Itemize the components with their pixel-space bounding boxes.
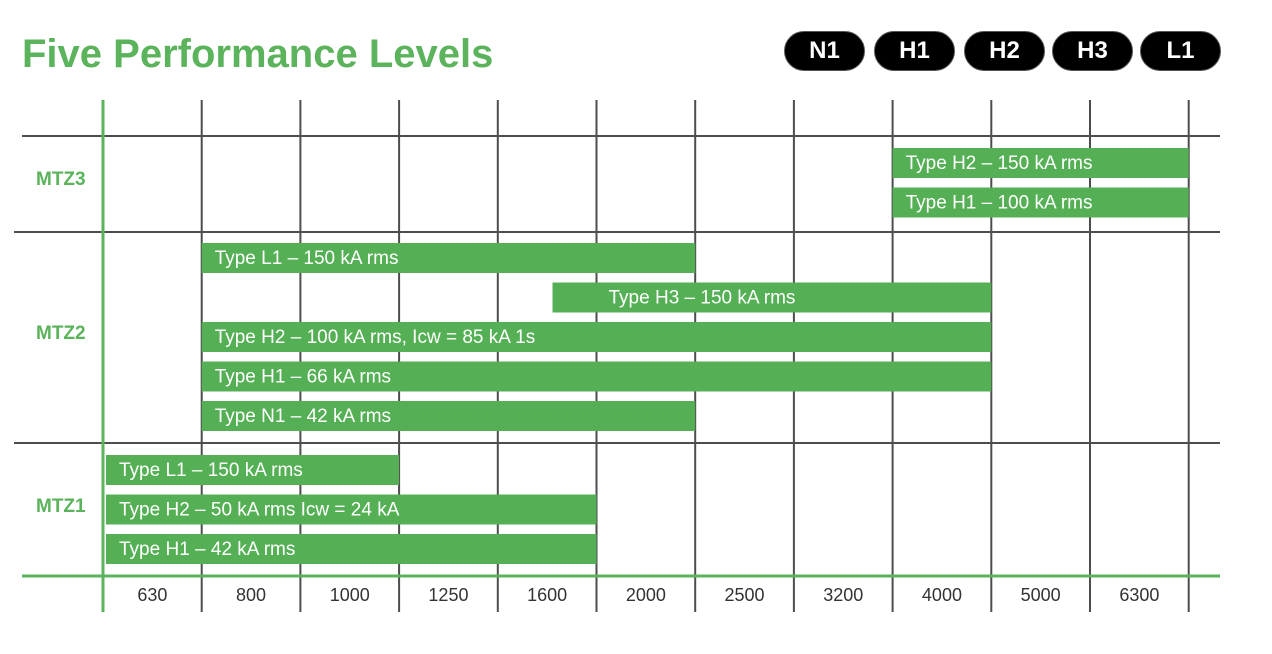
range-bar <box>552 282 992 313</box>
range-bar <box>201 401 696 431</box>
bar-label: Type H1 – 100 kA rms <box>906 193 1093 214</box>
row-label: MTZ2 <box>36 323 86 344</box>
bar-label: Type H2 – 100 kA rms, Icw = 85 kA 1s <box>215 327 536 348</box>
range-bar <box>892 148 1189 178</box>
row-label: MTZ3 <box>36 169 86 190</box>
page-title: Five Performance Levels <box>22 32 494 76</box>
level-badge-h2: H2 <box>964 31 1045 71</box>
x-tick-label: 1600 <box>527 585 567 605</box>
x-tick-label: 3200 <box>823 585 863 605</box>
x-tick-label: 2000 <box>626 585 666 605</box>
bar-label: Type H2 – 50 kA rms Icw = 24 kA <box>119 500 400 521</box>
range-bar <box>106 455 400 485</box>
level-badge-h3: H3 <box>1052 31 1133 71</box>
x-tick-label: 5000 <box>1021 585 1061 605</box>
bar-label: Type H1 – 66 kA rms <box>215 367 391 388</box>
x-tick-label: 1250 <box>428 585 468 605</box>
x-tick-label: 2500 <box>725 585 765 605</box>
bar-label: Type N1 – 42 kA rms <box>215 406 391 427</box>
x-tick-label: 800 <box>236 585 266 605</box>
range-bar <box>106 494 597 525</box>
level-badge-n1: N1 <box>784 31 865 71</box>
x-tick-label: 4000 <box>922 585 962 605</box>
range-bar <box>106 534 597 564</box>
bar-label: Type H3 – 150 kA rms <box>609 288 796 309</box>
x-tick-label: 630 <box>137 585 167 605</box>
level-badge-l1: L1 <box>1140 31 1221 71</box>
range-bar <box>201 243 696 273</box>
x-tick-label: 1000 <box>330 585 370 605</box>
range-bar <box>892 187 1189 218</box>
bar-label: Type H1 – 42 kA rms <box>119 539 295 560</box>
bar-label: Type L1 – 150 kA rms <box>215 248 399 269</box>
bar-label: Type L1 – 150 kA rms <box>119 460 303 481</box>
bar-label: Type H2 – 150 kA rms <box>906 153 1093 174</box>
row-label: MTZ1 <box>36 496 86 517</box>
x-tick-label: 6300 <box>1119 585 1159 605</box>
range-bar <box>201 361 992 392</box>
range-bar <box>201 322 992 352</box>
level-badge-h1: H1 <box>874 31 955 71</box>
